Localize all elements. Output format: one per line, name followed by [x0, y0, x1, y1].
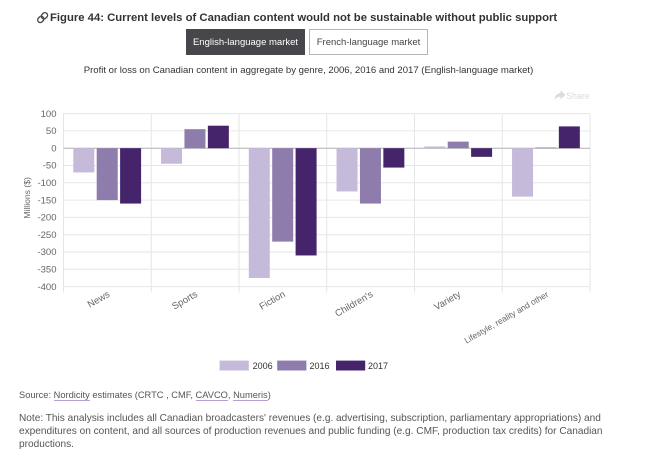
- svg-text:News: News: [86, 289, 112, 311]
- svg-text:2006: 2006: [253, 361, 273, 371]
- svg-text:0: 0: [51, 143, 56, 154]
- svg-text:-50: -50: [43, 161, 57, 172]
- svg-text:-400: -400: [37, 282, 56, 293]
- svg-text:Fiction: Fiction: [258, 289, 288, 313]
- svg-text:2017: 2017: [368, 361, 388, 371]
- svg-text:Sports: Sports: [170, 289, 199, 312]
- svg-text:50: 50: [46, 126, 57, 137]
- svg-text:Variety: Variety: [432, 289, 463, 313]
- svg-text:Share: Share: [566, 91, 590, 101]
- svg-text:Lifestyle, reality and other: Lifestyle, reality and other: [462, 289, 550, 345]
- svg-text:-100: -100: [37, 178, 56, 189]
- svg-text:-250: -250: [37, 230, 56, 241]
- svg-text:Children's: Children's: [333, 289, 375, 320]
- svg-text:-300: -300: [37, 247, 56, 258]
- svg-text:-200: -200: [37, 213, 56, 224]
- svg-text:100: 100: [41, 109, 57, 120]
- svg-text:-350: -350: [37, 265, 56, 276]
- svg-text:Millions ($): Millions ($): [22, 177, 32, 219]
- svg-text:-150: -150: [37, 195, 56, 206]
- svg-text:2016: 2016: [310, 361, 330, 371]
